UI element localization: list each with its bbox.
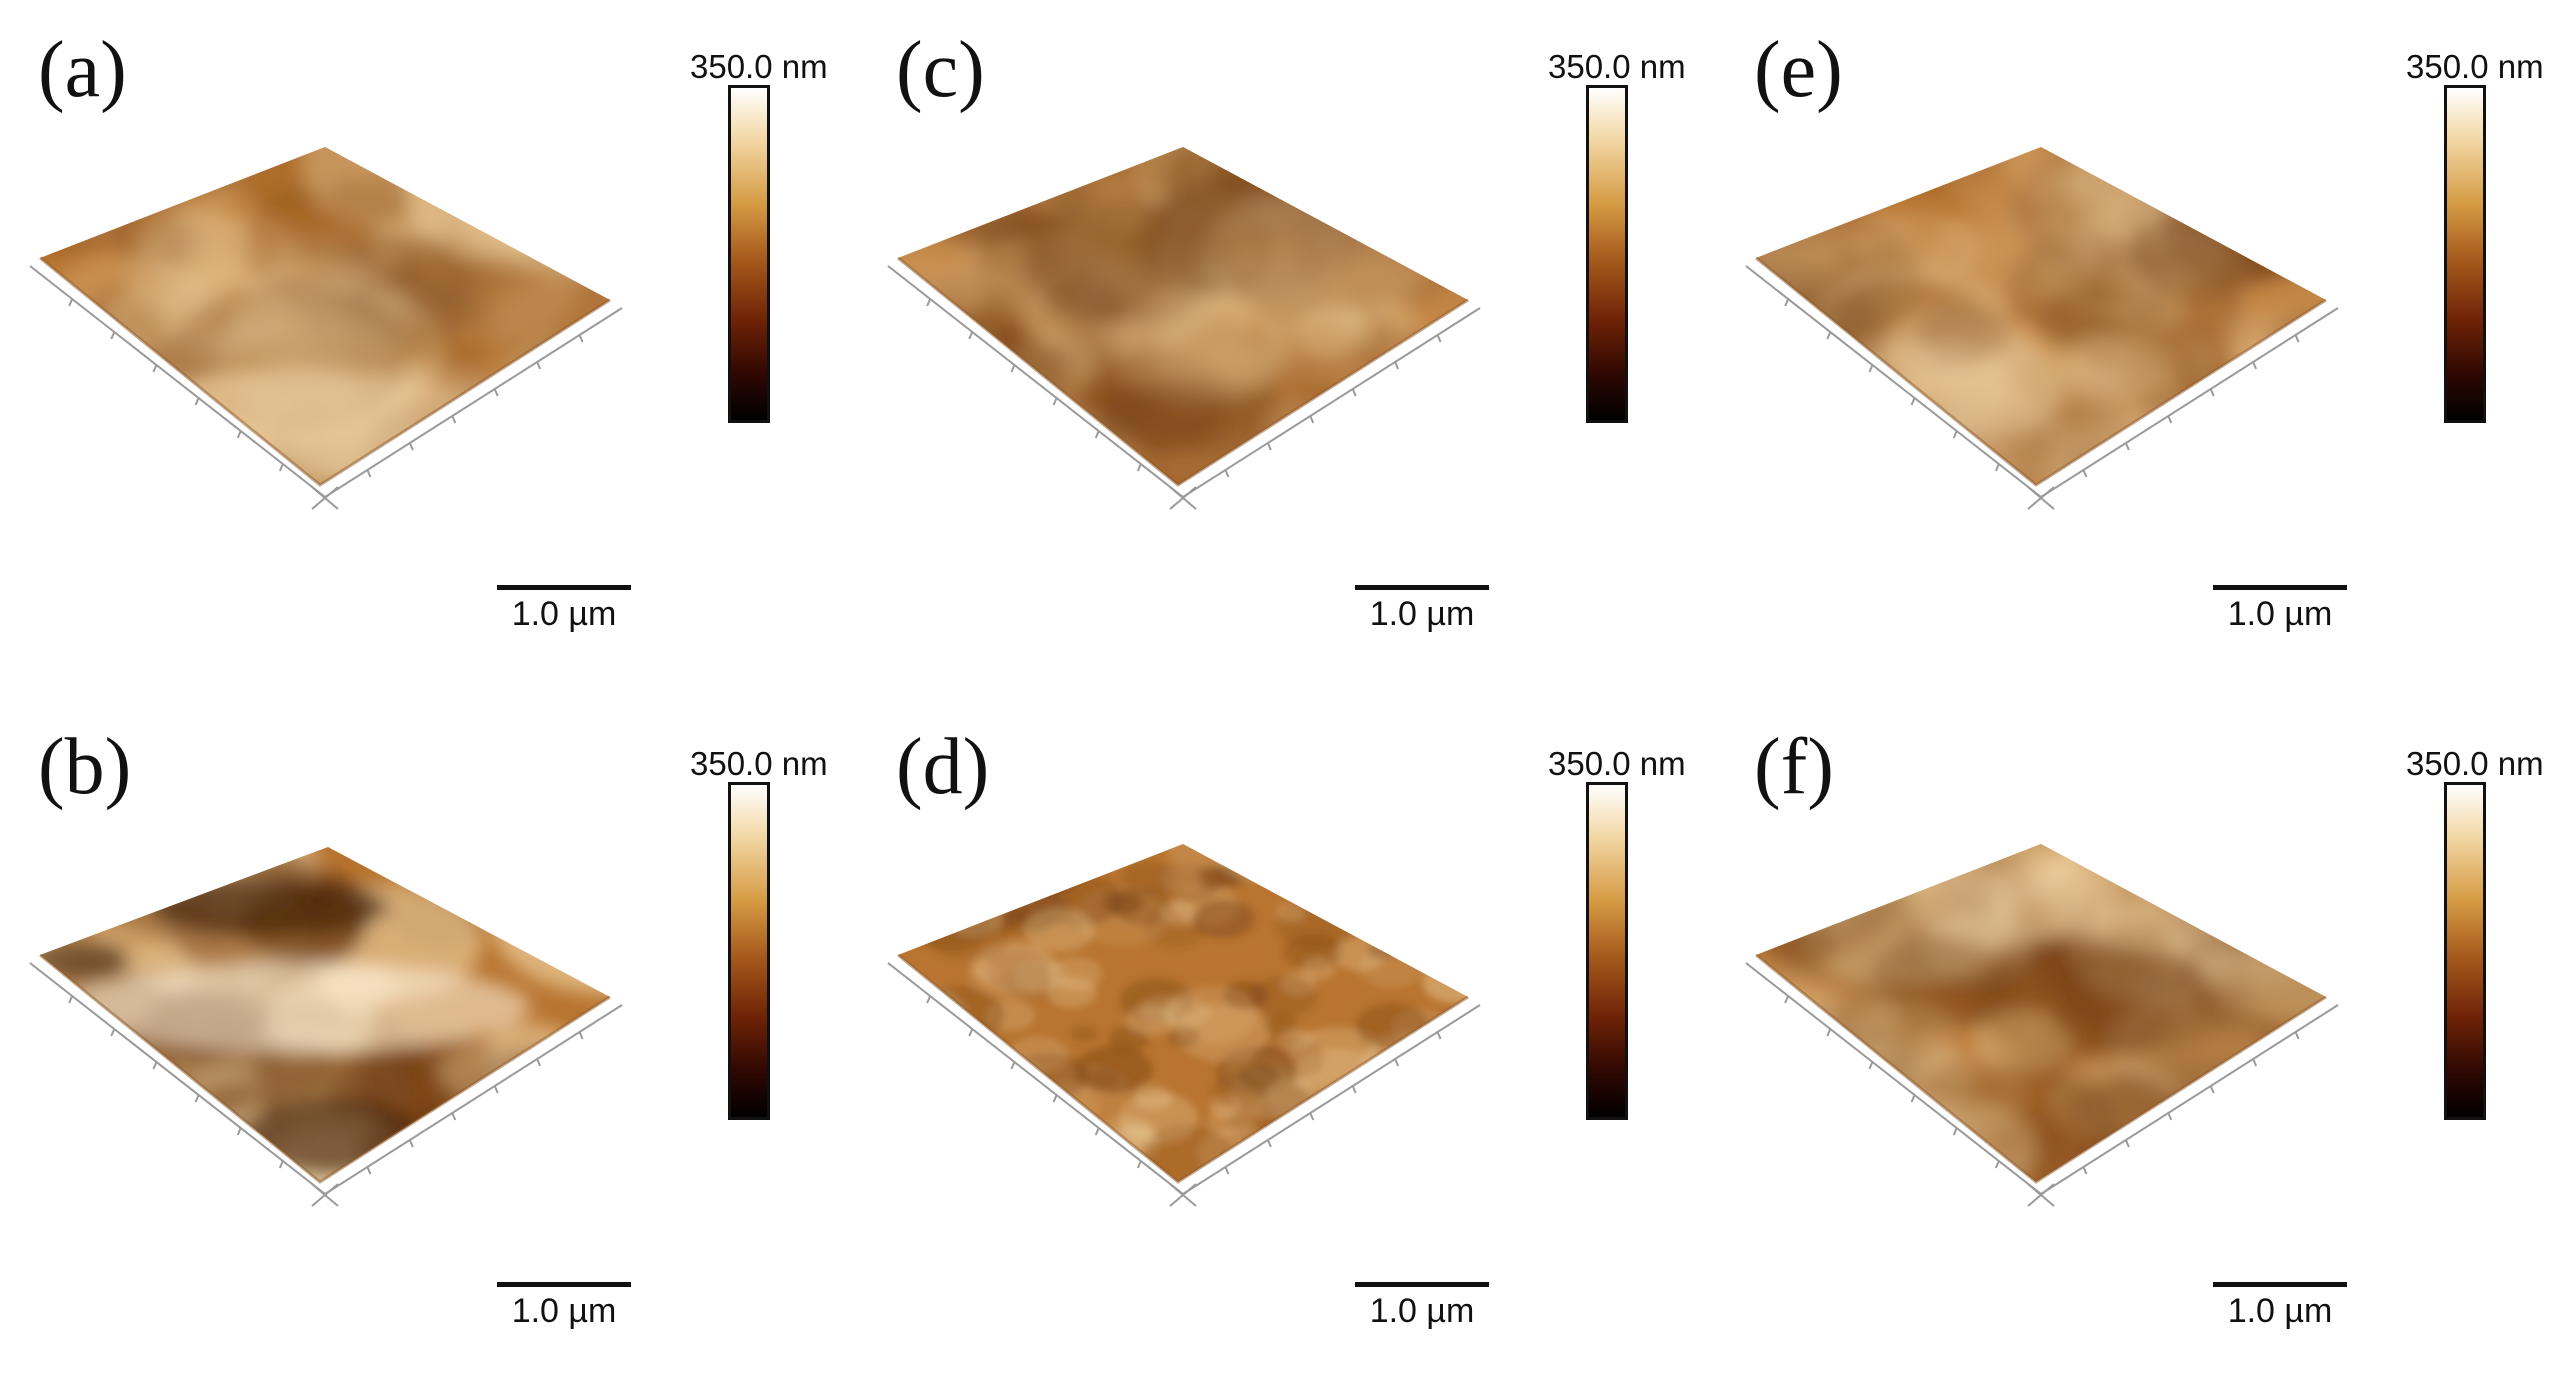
scale-bar-label: 1.0 µm bbox=[1369, 595, 1475, 633]
height-scale-max-label: 350.0 nm bbox=[2406, 745, 2544, 782]
height-scale-max-label: 350.0 nm bbox=[690, 48, 828, 85]
surface-axes bbox=[1745, 265, 2339, 510]
height-colorbar bbox=[2444, 85, 2486, 423]
afm-surface-e bbox=[1745, 147, 2339, 510]
surface-edge bbox=[39, 256, 611, 487]
scale-bar-label: 1.0 µm bbox=[511, 1292, 617, 1330]
scale-bar bbox=[1355, 585, 1489, 590]
surface-axes bbox=[1745, 962, 2339, 1207]
afm-panel-d: (d) 350.0 nm 1.0 µm bbox=[858, 697, 1716, 1394]
afm-surface-c bbox=[887, 147, 1481, 510]
height-colorbar bbox=[2444, 782, 2486, 1120]
scale-bar bbox=[497, 585, 631, 590]
surface-texture bbox=[1756, 844, 2326, 1182]
scale-bar-label: 1.0 µm bbox=[1369, 1292, 1475, 1330]
surface-axes bbox=[887, 962, 1481, 1207]
panel-label: (d) bbox=[896, 723, 990, 811]
scale-bar-label: 1.0 µm bbox=[2227, 595, 2333, 633]
afm-surface-d bbox=[887, 844, 1481, 1207]
height-colorbar bbox=[1586, 85, 1628, 423]
height-colorbar bbox=[728, 782, 770, 1120]
surface-edge bbox=[897, 953, 1469, 1184]
panel-label: (a) bbox=[38, 26, 127, 114]
height-scale-max-label: 350.0 nm bbox=[2406, 48, 2544, 85]
height-scale-max-label: 350.0 nm bbox=[690, 745, 828, 782]
panel-label: (c) bbox=[896, 26, 985, 114]
panel-label: (f) bbox=[1754, 723, 1834, 811]
surface-texture bbox=[40, 147, 610, 485]
afm-panel-b: (b) 350.0 nm 1.0 µm bbox=[0, 697, 858, 1394]
afm-surface-b bbox=[29, 847, 623, 1207]
surface-edge bbox=[39, 953, 611, 1184]
scale-bar-label: 1.0 µm bbox=[2227, 1292, 2333, 1330]
scale-bar bbox=[497, 1282, 631, 1287]
surface-axes bbox=[29, 962, 623, 1207]
scale-bar bbox=[2213, 1282, 2347, 1287]
afm-panel-f: (f) 350.0 nm 1.0 µm bbox=[1716, 697, 2574, 1394]
surface-edge bbox=[1755, 953, 2327, 1184]
surface-texture bbox=[898, 147, 1468, 485]
afm-surface-a bbox=[29, 147, 623, 510]
height-scale-max-label: 350.0 nm bbox=[1548, 48, 1686, 85]
surface-axes bbox=[887, 265, 1481, 510]
surface-texture bbox=[898, 844, 1468, 1182]
height-colorbar bbox=[728, 85, 770, 423]
afm-panel-c: (c) 350.0 nm 1.0 µm bbox=[858, 0, 1716, 697]
scale-bar-label: 1.0 µm bbox=[511, 595, 617, 633]
surface-texture bbox=[1756, 147, 2326, 485]
scale-bar bbox=[2213, 585, 2347, 590]
afm-panel-a: (a) 350.0 nm 1.0 µm bbox=[0, 0, 858, 697]
surface-axes bbox=[29, 265, 623, 510]
surface-edge bbox=[1755, 256, 2327, 487]
height-colorbar bbox=[1586, 782, 1628, 1120]
panel-label: (b) bbox=[38, 723, 132, 811]
scale-bar bbox=[1355, 1282, 1489, 1287]
afm-surface-f bbox=[1745, 844, 2339, 1207]
afm-panel-e: (e) 350.0 nm 1.0 µm bbox=[1716, 0, 2574, 697]
surface-edge bbox=[897, 256, 1469, 487]
panel-label: (e) bbox=[1754, 26, 1843, 114]
height-scale-max-label: 350.0 nm bbox=[1548, 745, 1686, 782]
